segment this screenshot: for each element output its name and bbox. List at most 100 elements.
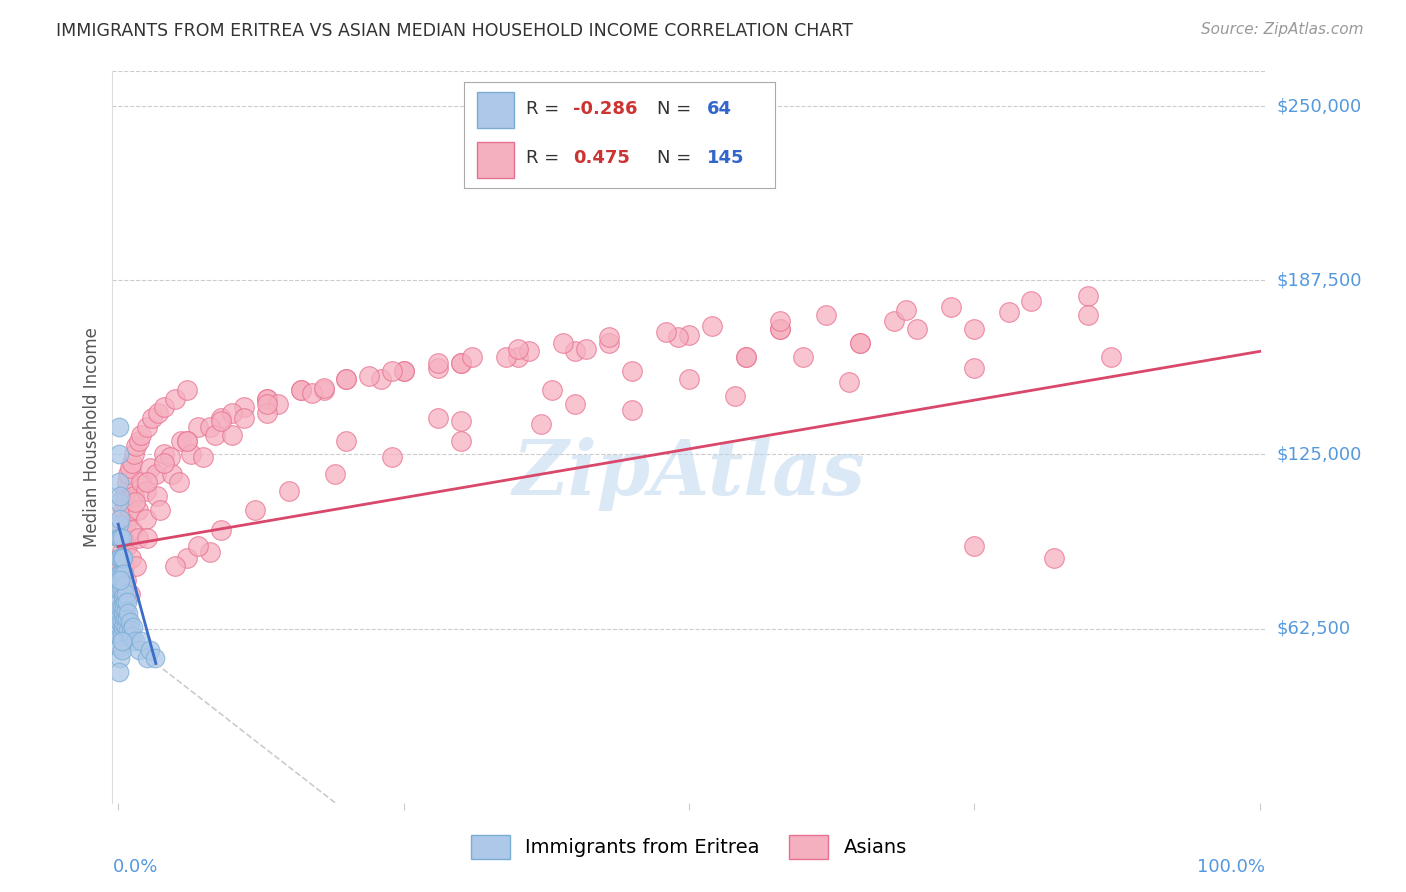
Point <box>256 392 278 406</box>
Point <box>198 545 221 559</box>
Point <box>110 615 132 629</box>
Point <box>135 511 157 525</box>
Point <box>110 584 132 599</box>
Point <box>963 361 986 376</box>
Point <box>112 600 135 615</box>
Point <box>112 587 135 601</box>
Point <box>108 578 131 592</box>
Point <box>564 397 586 411</box>
Point <box>905 322 928 336</box>
Point <box>111 573 134 587</box>
Point <box>769 314 792 328</box>
Point <box>110 558 132 573</box>
Point <box>146 489 169 503</box>
Point <box>110 600 132 615</box>
Point <box>110 550 132 565</box>
Point <box>108 550 131 565</box>
Point <box>506 342 529 356</box>
Point <box>128 642 150 657</box>
Point <box>620 403 643 417</box>
Point <box>176 434 198 448</box>
Point <box>110 600 132 615</box>
Point <box>204 428 226 442</box>
Text: 0.0%: 0.0% <box>112 858 157 876</box>
Point <box>114 578 136 592</box>
Point <box>111 620 134 634</box>
Point <box>678 372 700 386</box>
Point <box>243 503 266 517</box>
Point <box>461 350 484 364</box>
Point <box>117 595 139 609</box>
Point <box>115 573 138 587</box>
Point <box>111 503 134 517</box>
Text: $187,500: $187,500 <box>1277 271 1362 289</box>
Point <box>127 503 149 517</box>
Point <box>426 355 449 369</box>
Point <box>167 475 190 490</box>
Point <box>335 372 357 386</box>
Point <box>145 467 167 481</box>
Point <box>118 615 141 629</box>
Point <box>506 350 529 364</box>
Text: IMMIGRANTS FROM ERITREA VS ASIAN MEDIAN HOUSEHOLD INCOME CORRELATION CHART: IMMIGRANTS FROM ERITREA VS ASIAN MEDIAN … <box>56 22 853 40</box>
Point <box>110 615 132 629</box>
Point <box>312 381 335 395</box>
Point <box>165 392 187 406</box>
Point <box>108 475 131 490</box>
Point <box>149 503 172 517</box>
Point <box>141 411 163 425</box>
Point <box>108 607 131 621</box>
Point <box>735 350 758 364</box>
Point <box>575 342 598 356</box>
Point <box>125 558 148 573</box>
Point <box>450 355 472 369</box>
Point <box>312 384 335 398</box>
Point <box>176 434 198 448</box>
Point <box>110 545 132 559</box>
Point <box>426 411 449 425</box>
Point <box>381 450 404 465</box>
Point <box>165 558 187 573</box>
Point <box>143 651 166 665</box>
Point <box>110 517 132 532</box>
Point <box>124 495 146 509</box>
Point <box>129 634 152 648</box>
Point <box>450 434 472 448</box>
Point <box>114 595 136 609</box>
Text: Source: ZipAtlas.com: Source: ZipAtlas.com <box>1201 22 1364 37</box>
Point <box>838 375 860 389</box>
Point <box>176 384 198 398</box>
Point <box>139 642 162 657</box>
Point <box>108 517 131 532</box>
Point <box>209 523 232 537</box>
Point <box>392 364 415 378</box>
Point <box>735 350 758 364</box>
Point <box>1077 308 1099 322</box>
Point <box>176 550 198 565</box>
Point <box>124 634 146 648</box>
Point <box>110 531 132 545</box>
Point <box>108 495 131 509</box>
Point <box>655 325 678 339</box>
Point <box>111 550 134 565</box>
Point <box>115 483 138 498</box>
Point <box>111 595 134 609</box>
Point <box>117 607 139 621</box>
Point <box>110 584 132 599</box>
Point <box>620 364 643 378</box>
Point <box>110 567 132 582</box>
Point <box>108 419 131 434</box>
Point <box>117 623 139 637</box>
Point <box>198 419 221 434</box>
Point <box>598 336 620 351</box>
Point <box>117 612 139 626</box>
Point <box>117 467 139 481</box>
Point <box>110 550 132 565</box>
Text: ZipAtlas: ZipAtlas <box>513 437 865 510</box>
Point <box>290 384 312 398</box>
Point <box>700 319 723 334</box>
Point <box>135 483 157 498</box>
Point <box>450 355 472 369</box>
Point <box>110 634 132 648</box>
Point <box>114 615 136 629</box>
